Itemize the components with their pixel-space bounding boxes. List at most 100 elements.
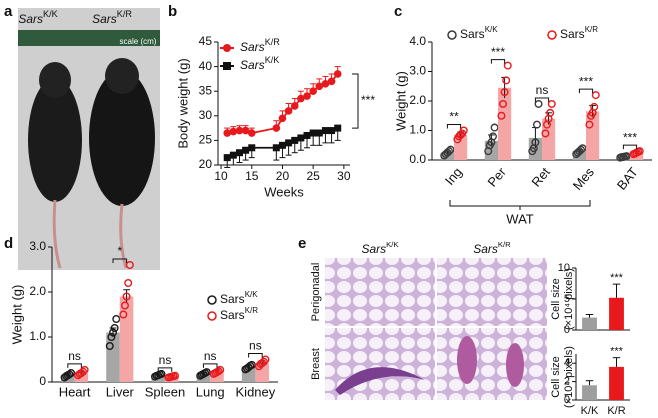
y-axis-label: Weight (g) [9,285,24,345]
y-tick-label: 40 [199,59,213,73]
label-base: Sars [560,27,585,41]
significance: ns [159,353,172,367]
y-tick-label: 30 [199,108,213,122]
marker [235,149,243,157]
marker [333,70,342,78]
bar [609,297,624,330]
y-axis-label: Weight (g) [393,71,408,131]
marker [272,144,280,152]
data-point [122,292,131,301]
data-point [214,367,223,376]
data-point [502,76,511,85]
x-tick-label: 25 [306,169,320,183]
tail [52,199,62,269]
significance: ns [249,339,262,353]
y-tick-label: 0 [564,394,570,406]
bar [255,363,269,382]
panel-label: a [4,3,13,20]
marker [223,129,232,137]
label: SarsK/K [240,55,279,72]
marker [328,127,336,135]
data-point [202,368,211,377]
marker [309,129,317,137]
data-point [65,370,74,379]
bar [210,372,224,382]
y-tick-label: 3.0 [29,239,46,253]
label-base: Sars [361,242,386,256]
marker [223,154,231,162]
data-point [547,99,556,108]
marker [248,144,256,152]
x-tick-label: BAT [614,164,641,192]
bar [498,87,512,160]
marker [229,151,237,159]
significance: *** [623,130,637,144]
data-point [591,91,600,100]
data-point [112,315,121,324]
marker [321,80,330,88]
x-tick-label: Mes [570,164,598,193]
y-tick-label: 2 [564,376,570,388]
bar [542,118,556,160]
significance-bracket [622,144,638,150]
label-base: Sars [473,242,498,256]
marker [285,139,293,147]
data-point [157,369,166,378]
x-tick-label: 10 [214,169,228,183]
significance: * [117,244,122,258]
bar [582,385,597,400]
marker [278,141,286,149]
y-tick-label: 25 [199,133,213,147]
significance: ns [204,349,217,363]
group-bracket [449,200,591,210]
data-point [534,99,543,108]
y-tick-label: 0 [39,374,46,388]
marker [309,87,317,95]
label-sup: K/R [498,240,511,249]
label-sup: K/R [265,37,281,47]
histology [437,328,547,400]
x-tick-label: Spleen [145,384,185,399]
significance: *** [610,272,624,284]
legend-marker [547,30,557,40]
x-tick-label: Liver [106,384,135,399]
panel-label: c [394,3,402,20]
label-base: Sars [460,27,485,41]
significance-bracket [202,363,218,368]
data-point [444,147,453,156]
legend-label: SarsK/R [560,25,598,41]
label-sup: K/R [245,306,259,315]
marker [327,77,336,86]
label: SarsK/R [473,240,511,256]
data-point [532,120,541,129]
marker [321,127,329,135]
data-point [590,102,599,111]
mouse [89,70,155,206]
data-point [578,144,587,153]
label-base: Sars [220,292,245,306]
panel-label: e [298,235,306,252]
significance: *** [610,346,624,358]
data-point [261,355,270,364]
row-label: Perigonadal [310,263,322,322]
legend-label: SarsK/R [220,306,258,322]
marker [241,126,250,135]
x-axis-label: Weeks [264,184,304,199]
significance: ** [449,110,459,124]
significance-bracket [67,363,82,368]
y-axis-label: Cell size [550,278,562,320]
data-point [79,367,88,376]
significance: ns [536,83,549,97]
significance-bracket [446,124,462,129]
data-point [67,369,76,378]
x-tick-label: 20 [276,169,290,183]
data-point [531,138,540,147]
y-axis-label: (×10⁴ pixels) [563,268,575,330]
row-label: Breast [310,348,322,380]
y-tick-label: 1.0 [29,329,46,343]
data-point [541,129,550,138]
label-sup: K/R [585,25,599,34]
data-point [503,61,512,70]
data-point [119,310,128,319]
x-tick-label: 30 [337,169,351,183]
